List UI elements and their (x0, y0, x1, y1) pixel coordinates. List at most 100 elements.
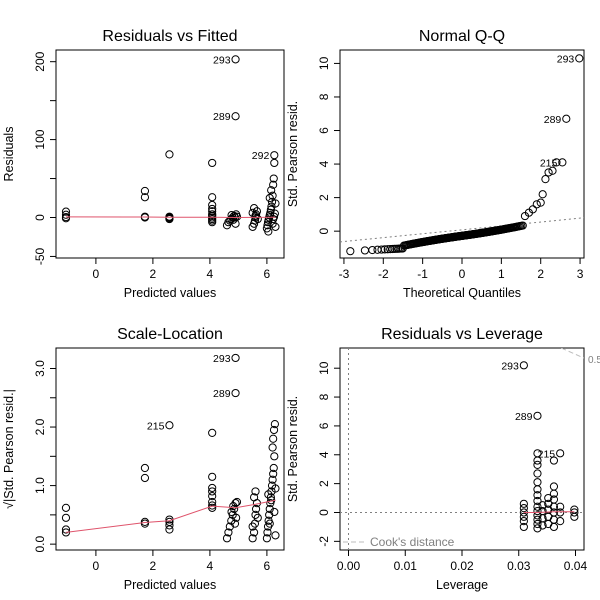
x-tick-label: -1 (417, 267, 428, 281)
data-point (208, 210, 217, 219)
x-tick-label: 0 (93, 559, 100, 573)
data-point (208, 428, 217, 437)
data-point (519, 361, 528, 370)
data-point (532, 200, 541, 209)
data-point (265, 193, 274, 203)
data-point (570, 508, 579, 517)
data-point (533, 449, 542, 458)
point-label: 215 (147, 420, 165, 432)
data-point (271, 199, 280, 208)
data-point (270, 507, 279, 517)
data-point (533, 460, 542, 469)
y-axis-label: Residuals (2, 127, 16, 182)
data-point (262, 534, 271, 543)
y-tick-label: 1.0 (33, 477, 47, 494)
point-label: 215 (540, 157, 558, 169)
point-label: 293 (213, 353, 231, 365)
panel-3: Scale-Location 0 2 4 6 Predicted values 0.0 1.0… (2, 326, 285, 592)
y-axis-label: Std. Pearson resid. (286, 101, 300, 207)
y-tick-label: 4 (317, 160, 331, 167)
y-tick-label: 6 (317, 422, 331, 429)
point-label: 292 (252, 150, 270, 162)
data-point (269, 434, 278, 443)
panel-title: Scale-Location (117, 326, 223, 343)
x-tick-label: 1 (498, 267, 505, 281)
data-point (249, 204, 259, 213)
data-point (548, 166, 557, 175)
x-tick-label: 0.00 (337, 559, 361, 573)
cooks-distance-contour (561, 348, 584, 359)
data-point (264, 490, 273, 499)
data-point (231, 388, 240, 398)
data-point (538, 190, 547, 199)
data-point (386, 245, 395, 254)
x-axis-label: Predicted values (124, 578, 216, 592)
data-point (251, 487, 260, 496)
data-point (533, 506, 542, 516)
data-point (556, 517, 565, 526)
y-tick-label: 10 (317, 361, 331, 375)
data-point (140, 193, 150, 202)
data-point (533, 496, 542, 506)
x-tick-label: 4 (207, 559, 214, 573)
y-tick-label: 3.0 (33, 360, 47, 377)
data-point (541, 175, 550, 184)
data-point (549, 456, 559, 465)
data-point (562, 114, 571, 123)
x-tick-label: 2 (537, 267, 544, 281)
data-point (140, 463, 150, 473)
smoother-line (65, 216, 276, 219)
data-point (140, 473, 150, 483)
data-point (251, 504, 261, 514)
plot-area (61, 353, 280, 543)
data-point (265, 519, 274, 528)
data-point (271, 531, 280, 540)
data-point (227, 507, 236, 517)
data-point (533, 515, 542, 524)
data-point (231, 353, 240, 363)
data-point (536, 198, 545, 207)
x-tick-label: 0 (93, 267, 100, 281)
data-point (556, 508, 565, 517)
data-point (232, 513, 241, 522)
data-point (267, 186, 276, 195)
data-point (269, 463, 278, 473)
x-tick-label: 2 (150, 267, 157, 281)
data-point (232, 212, 242, 221)
legend-label: Cook's distance (370, 535, 455, 549)
data-point (556, 449, 565, 458)
point-label: 293 (213, 54, 231, 66)
point-label: 215 (538, 448, 556, 460)
x-tick-label: -2 (378, 267, 389, 281)
data-point (271, 222, 280, 231)
y-axis-label: √|Std. Pearson resid.| (2, 389, 16, 509)
y-tick-label: 100 (33, 129, 47, 149)
data-point (368, 245, 377, 255)
data-point (248, 522, 257, 531)
data-point (533, 491, 542, 500)
data-point (519, 504, 528, 513)
plot-frame (55, 49, 285, 259)
data-point (269, 469, 278, 478)
plot-area (340, 348, 584, 550)
x-tick-label: 6 (264, 267, 271, 281)
y-axis-label: Std. Pearson resid. (286, 396, 300, 502)
y-tick-label: 2.0 (33, 418, 47, 435)
data-point (549, 495, 559, 504)
data-point (533, 502, 542, 511)
x-tick-label: 0.02 (450, 559, 474, 573)
data-point (231, 55, 240, 64)
data-point (227, 211, 236, 220)
data-point (263, 528, 272, 537)
data-point (268, 191, 277, 200)
y-tick-label: 10 (317, 56, 331, 70)
data-point (533, 469, 542, 478)
data-point (538, 506, 547, 516)
data-point (264, 227, 273, 236)
x-tick-label: 0.03 (507, 559, 531, 573)
data-point (263, 221, 272, 230)
data-point (231, 112, 240, 121)
y-tick-label: -2 (317, 536, 331, 547)
data-point (208, 497, 217, 507)
